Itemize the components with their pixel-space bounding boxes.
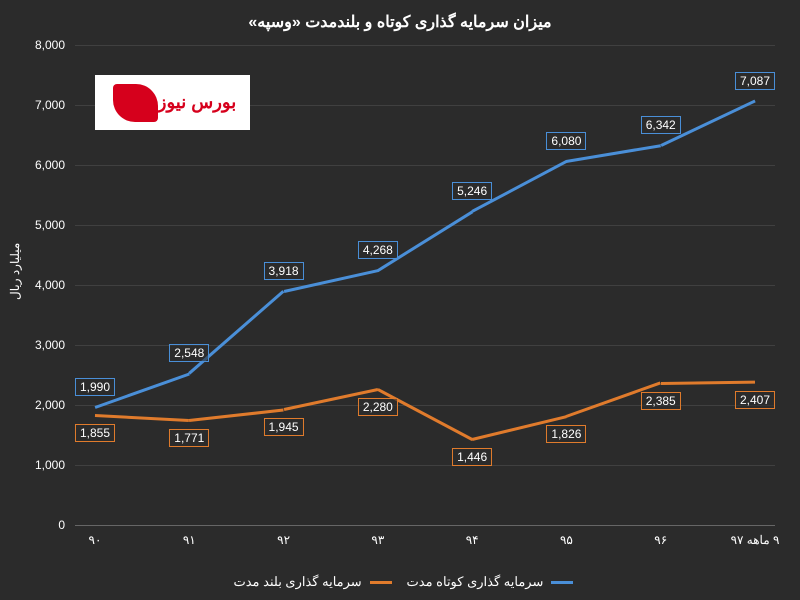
y-tick-label: 4,000: [15, 278, 65, 292]
gridline: [75, 465, 775, 466]
legend-label: سرمایه گذاری بلند مدت: [234, 574, 362, 589]
legend-label: سرمایه گذاری کوتاه مدت: [407, 574, 544, 589]
data-label: 3,918: [264, 262, 304, 280]
gridline: [75, 45, 775, 46]
data-label: 2,548: [169, 344, 209, 362]
y-tick-label: 2,000: [15, 398, 65, 412]
legend-swatch: [551, 581, 573, 584]
legend: سرمایه گذاری کوتاه مدت سرمایه گذاری بلند…: [0, 574, 800, 590]
data-label: 1,771: [169, 429, 209, 447]
x-tick-label: ۹۴: [466, 533, 479, 547]
data-label: 6,080: [546, 132, 586, 150]
gridline: [75, 165, 775, 166]
logo: بورس نیوز: [95, 75, 250, 130]
series-segment: [661, 381, 755, 385]
y-tick-label: 0: [15, 518, 65, 532]
y-tick-label: 5,000: [15, 218, 65, 232]
gridline: [75, 285, 775, 286]
data-label: 2,407: [735, 391, 775, 409]
y-tick-label: 8,000: [15, 38, 65, 52]
data-label: 1,945: [264, 418, 304, 436]
x-tick-label: ۹۳: [371, 533, 384, 547]
y-tick-label: 7,000: [15, 98, 65, 112]
x-tick-label: ۹۱: [183, 533, 196, 547]
x-tick-label: ۹ ماهه ۹۷: [731, 533, 780, 547]
logo-icon: [113, 84, 158, 122]
data-label: 5,246: [452, 182, 492, 200]
x-tick-label: ۹۵: [560, 533, 573, 547]
logo-text: بورس نیوز: [158, 92, 236, 113]
chart-container: میزان سرمایه گذاری کوتاه و بلندمدت «وسپه…: [0, 0, 800, 600]
data-label: 1,446: [452, 448, 492, 466]
data-label: 1,826: [546, 425, 586, 443]
data-label: 1,990: [75, 378, 115, 396]
data-label: 4,268: [358, 241, 398, 259]
data-label: 1,855: [75, 424, 115, 442]
x-tick-label: ۹۶: [654, 533, 667, 547]
gridline: [75, 525, 775, 526]
legend-swatch: [370, 581, 392, 584]
y-tick-label: 3,000: [15, 338, 65, 352]
y-tick-label: 6,000: [15, 158, 65, 172]
x-tick-label: ۹۲: [277, 533, 290, 547]
data-label: 6,342: [641, 116, 681, 134]
chart-title: میزان سرمایه گذاری کوتاه و بلندمدت «وسپه…: [0, 0, 800, 32]
data-label: 2,385: [641, 392, 681, 410]
gridline: [75, 225, 775, 226]
y-tick-label: 1,000: [15, 458, 65, 472]
x-tick-label: ۹۰: [89, 533, 102, 547]
data-label: 7,087: [735, 72, 775, 90]
data-label: 2,280: [358, 398, 398, 416]
series-segment: [95, 414, 189, 422]
